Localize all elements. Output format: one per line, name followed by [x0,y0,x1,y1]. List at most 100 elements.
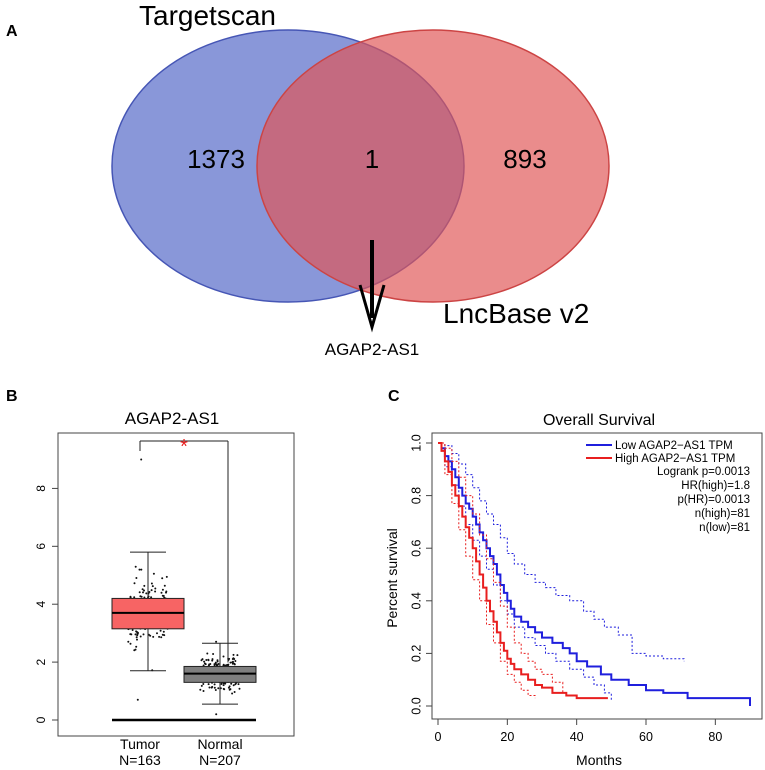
data-point [211,685,214,688]
data-point [161,588,164,591]
venn-count-right: 893 [503,144,546,174]
data-point [142,633,145,636]
data-point [212,653,215,655]
venn-count-intersection: 1 [365,144,379,174]
data-point [142,591,144,594]
data-point [134,648,137,651]
data-point [213,686,216,689]
group-label-tumor: Tumor [120,736,160,752]
legend-label-low: Low AGAP2−AS1 TPM [615,440,733,452]
panel-label-b: B [6,388,18,405]
y-tick-label: 0.8 [409,487,423,504]
data-point [136,638,138,641]
boxplot-y-axis: 0 2 4 6 8 [34,485,59,723]
data-point [162,630,165,633]
venn-count-left: 1373 [187,144,245,174]
survival-title: Overall Survival [543,412,655,429]
data-point [222,655,225,658]
data-point [160,636,163,639]
data-point [129,633,132,636]
stat-logrank: Logrank p=0.0013 [657,466,750,478]
data-point [139,635,142,638]
boxplot-frame [57,432,295,737]
venn-set-lncbase [256,29,610,303]
data-point [217,687,220,690]
data-point [228,688,231,691]
data-point [232,684,235,687]
data-point [227,686,230,689]
data-point [220,683,223,685]
panel-label-c: C [388,388,400,405]
data-point [133,582,136,585]
y-tick-label: 1.0 [409,434,423,451]
ci-upper-high [438,442,564,693]
stat-hr: HR(high)=1.8 [681,480,750,492]
data-point [223,688,226,691]
survival-curve-high [438,442,608,700]
ci-upper-low [438,442,685,662]
legend-label-high: High AGAP2−AS1 TPM [615,453,735,465]
data-point [213,683,216,686]
data-point [140,458,143,461]
data-point [131,629,134,631]
data-point [150,582,153,585]
y-tick-label: 8 [34,485,48,492]
data-point [202,690,205,692]
data-point [151,585,154,588]
data-point [214,689,217,691]
stat-n-low: n(low)=81 [699,522,750,534]
y-tick-label: 2 [34,658,48,665]
x-tick-label: 20 [500,730,514,744]
data-point [134,633,137,636]
data-point [232,653,235,656]
survival-ylabel: Percent survival [384,528,400,628]
venn-diagram: Targetscan LncBase v2 1373 1 893 AGAP2-A… [111,0,610,359]
data-point [231,662,234,665]
y-tick-label: 0.0 [409,697,423,714]
y-tick-label: 4 [34,601,48,608]
data-point [154,590,157,593]
boxplot-title: AGAP2-AS1 [125,409,220,428]
data-point [215,713,218,716]
data-point [152,635,155,638]
survival-legend: Low AGAP2−AS1 TPM High AGAP2−AS1 TPM Log… [586,440,750,534]
data-point [148,591,151,593]
data-point [231,661,234,664]
data-point [230,682,233,685]
data-point [234,660,237,662]
data-point [138,568,141,571]
group-label-normal: Normal [197,736,242,752]
data-point [136,698,139,701]
data-point [215,640,218,643]
data-point [207,659,210,662]
data-point [135,645,138,648]
data-point [209,663,212,665]
data-point [203,662,206,665]
data-point [158,635,161,638]
data-point [206,652,209,655]
ci-lower-high [438,442,536,699]
data-point [127,640,130,643]
venn-arrow-label: AGAP2-AS1 [325,340,420,359]
stat-n-high: n(high)=81 [695,508,750,520]
data-point [140,568,143,571]
data-point [156,632,158,635]
data-point [233,691,236,693]
stat-phr: p(HR)=0.0013 [677,494,750,506]
data-point [140,595,143,598]
y-tick-label: 0.6 [409,539,423,556]
data-point [159,629,162,632]
data-point [161,594,164,597]
x-tick-label: 40 [570,730,584,744]
data-point [143,589,145,592]
data-point [160,591,163,594]
data-point [208,686,211,689]
data-point [161,577,164,580]
x-tick-label: 0 [435,730,442,744]
data-point [216,659,219,662]
data-point [150,589,153,592]
data-point [129,642,132,645]
y-tick-label: 6 [34,543,48,550]
data-point [203,660,206,663]
